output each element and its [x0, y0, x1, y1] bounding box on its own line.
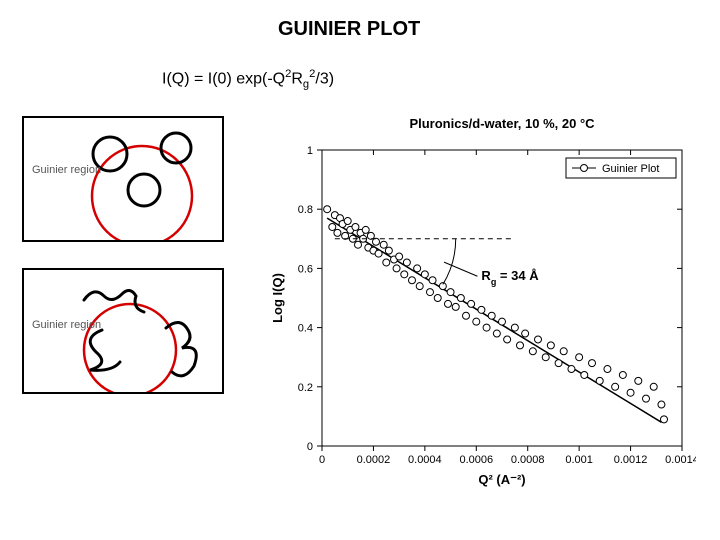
svg-text:Guinier Plot: Guinier Plot: [602, 163, 659, 175]
diagram-polymers: [22, 268, 224, 394]
svg-text:0.8: 0.8: [298, 204, 313, 216]
slide: { "title":{"text":"GUINIER PLOT","fontsi…: [0, 0, 720, 540]
svg-text:0.0014: 0.0014: [665, 454, 696, 466]
svg-text:0: 0: [307, 441, 313, 453]
page-title: GUINIER PLOT: [278, 18, 420, 41]
svg-text:0.0002: 0.0002: [357, 454, 391, 466]
diagram-label-2: Guinier region: [32, 319, 101, 331]
diagram-label-1: Guinier region: [32, 164, 101, 176]
diagram-micelles-svg: [24, 118, 222, 240]
svg-text:0.001: 0.001: [565, 454, 593, 466]
svg-text:0.0008: 0.0008: [511, 454, 545, 466]
svg-text:0.0004: 0.0004: [408, 454, 442, 466]
svg-text:0.0006: 0.0006: [459, 454, 493, 466]
diagram-micelles: [22, 116, 224, 242]
diagram-polymers-svg: [24, 270, 222, 392]
chart-svg: Pluronics/d-water, 10 %, 20 °C 0 0.0002 0.0…: [264, 112, 696, 492]
svg-text:Log I(Q): Log I(Q): [270, 273, 285, 323]
svg-text:0.4: 0.4: [298, 323, 313, 335]
svg-text:Rg = 34 Å: Rg = 34 Å: [481, 268, 539, 287]
svg-text:Q² (A⁻²): Q² (A⁻²): [478, 472, 525, 487]
svg-text:Pluronics/d-water, 10 %, 20 °C: Pluronics/d-water, 10 %, 20 °C: [409, 116, 595, 131]
svg-text:0.6: 0.6: [298, 263, 313, 275]
guinier-scatter-chart: Pluronics/d-water, 10 %, 20 °C 0 0.0002 0.0…: [264, 112, 696, 492]
svg-text:0.0012: 0.0012: [614, 454, 648, 466]
svg-text:0: 0: [319, 454, 325, 466]
svg-text:1: 1: [307, 145, 313, 157]
guinier-formula: I(Q) = I(0) exp(-Q2Rg2/3): [162, 68, 334, 91]
svg-text:0.2: 0.2: [298, 382, 313, 394]
